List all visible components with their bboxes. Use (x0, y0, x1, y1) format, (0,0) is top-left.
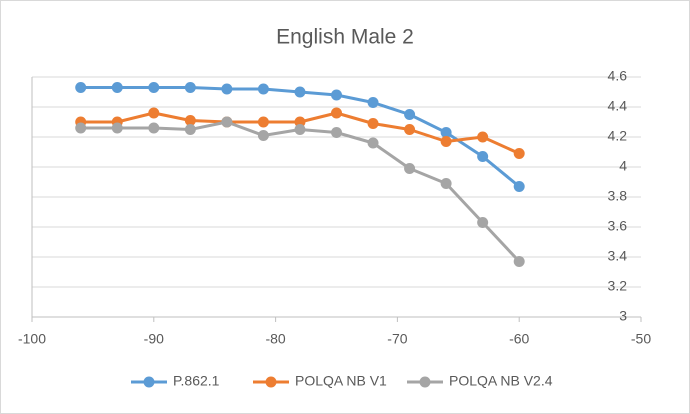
data-point (331, 89, 342, 101)
x-tick-label: -80 (265, 331, 285, 347)
data-point (513, 148, 525, 159)
legend-label: POLQA NB V2.4 (449, 373, 553, 389)
legend-label: POLQA NB V1 (295, 373, 387, 389)
data-point (513, 181, 525, 192)
y-tick-label: 4.4 (608, 98, 628, 114)
data-point (513, 256, 525, 267)
y-tick-label: 3.4 (608, 248, 628, 264)
data-point (221, 83, 233, 95)
x-tick-label: -50 (631, 331, 651, 347)
data-point (440, 127, 452, 138)
data-point (184, 124, 196, 135)
y-tick-label: 3.2 (608, 278, 628, 294)
data-point (294, 124, 306, 135)
legend-label: P.862.1 (173, 373, 220, 389)
chart-title: English Male 2 (276, 26, 414, 49)
data-point (111, 82, 123, 93)
data-point (331, 107, 342, 119)
data-point (367, 118, 379, 129)
data-point (257, 83, 269, 95)
data-point (257, 130, 269, 141)
y-tick-label: 3.8 (608, 188, 628, 204)
data-point (477, 151, 489, 162)
data-point (294, 86, 306, 98)
x-tick-label: -100 (18, 331, 46, 347)
data-point (331, 127, 342, 138)
data-point (184, 115, 196, 126)
y-tick-label: 4.6 (608, 68, 628, 84)
x-tick-label: -60 (509, 331, 529, 347)
y-tick-label: 3.6 (608, 218, 628, 234)
data-point (367, 137, 379, 149)
legend-marker (265, 376, 277, 388)
x-tick-label: -70 (387, 331, 407, 347)
data-point (75, 122, 87, 134)
legend-marker (419, 376, 431, 388)
y-tick-label: 4 (619, 158, 627, 174)
data-point (477, 131, 489, 143)
data-point (221, 116, 233, 128)
data-point (440, 136, 452, 147)
data-point (440, 178, 452, 189)
data-point (184, 82, 196, 93)
data-point (148, 122, 160, 134)
x-tick-label: -90 (144, 331, 164, 347)
data-point (404, 109, 416, 120)
data-point (404, 124, 416, 135)
data-point (75, 82, 87, 93)
y-tick-label: 4.2 (608, 128, 628, 144)
data-point (148, 107, 160, 119)
data-point (148, 82, 160, 93)
data-point (367, 97, 379, 108)
data-point (111, 122, 123, 134)
data-point (477, 217, 489, 228)
legend-marker (143, 376, 155, 388)
data-point (257, 116, 269, 128)
y-tick-label: 3 (619, 308, 627, 324)
data-point (404, 163, 416, 174)
